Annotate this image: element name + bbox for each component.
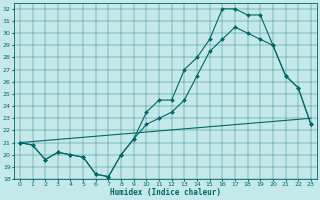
X-axis label: Humidex (Indice chaleur): Humidex (Indice chaleur) [110,188,221,197]
